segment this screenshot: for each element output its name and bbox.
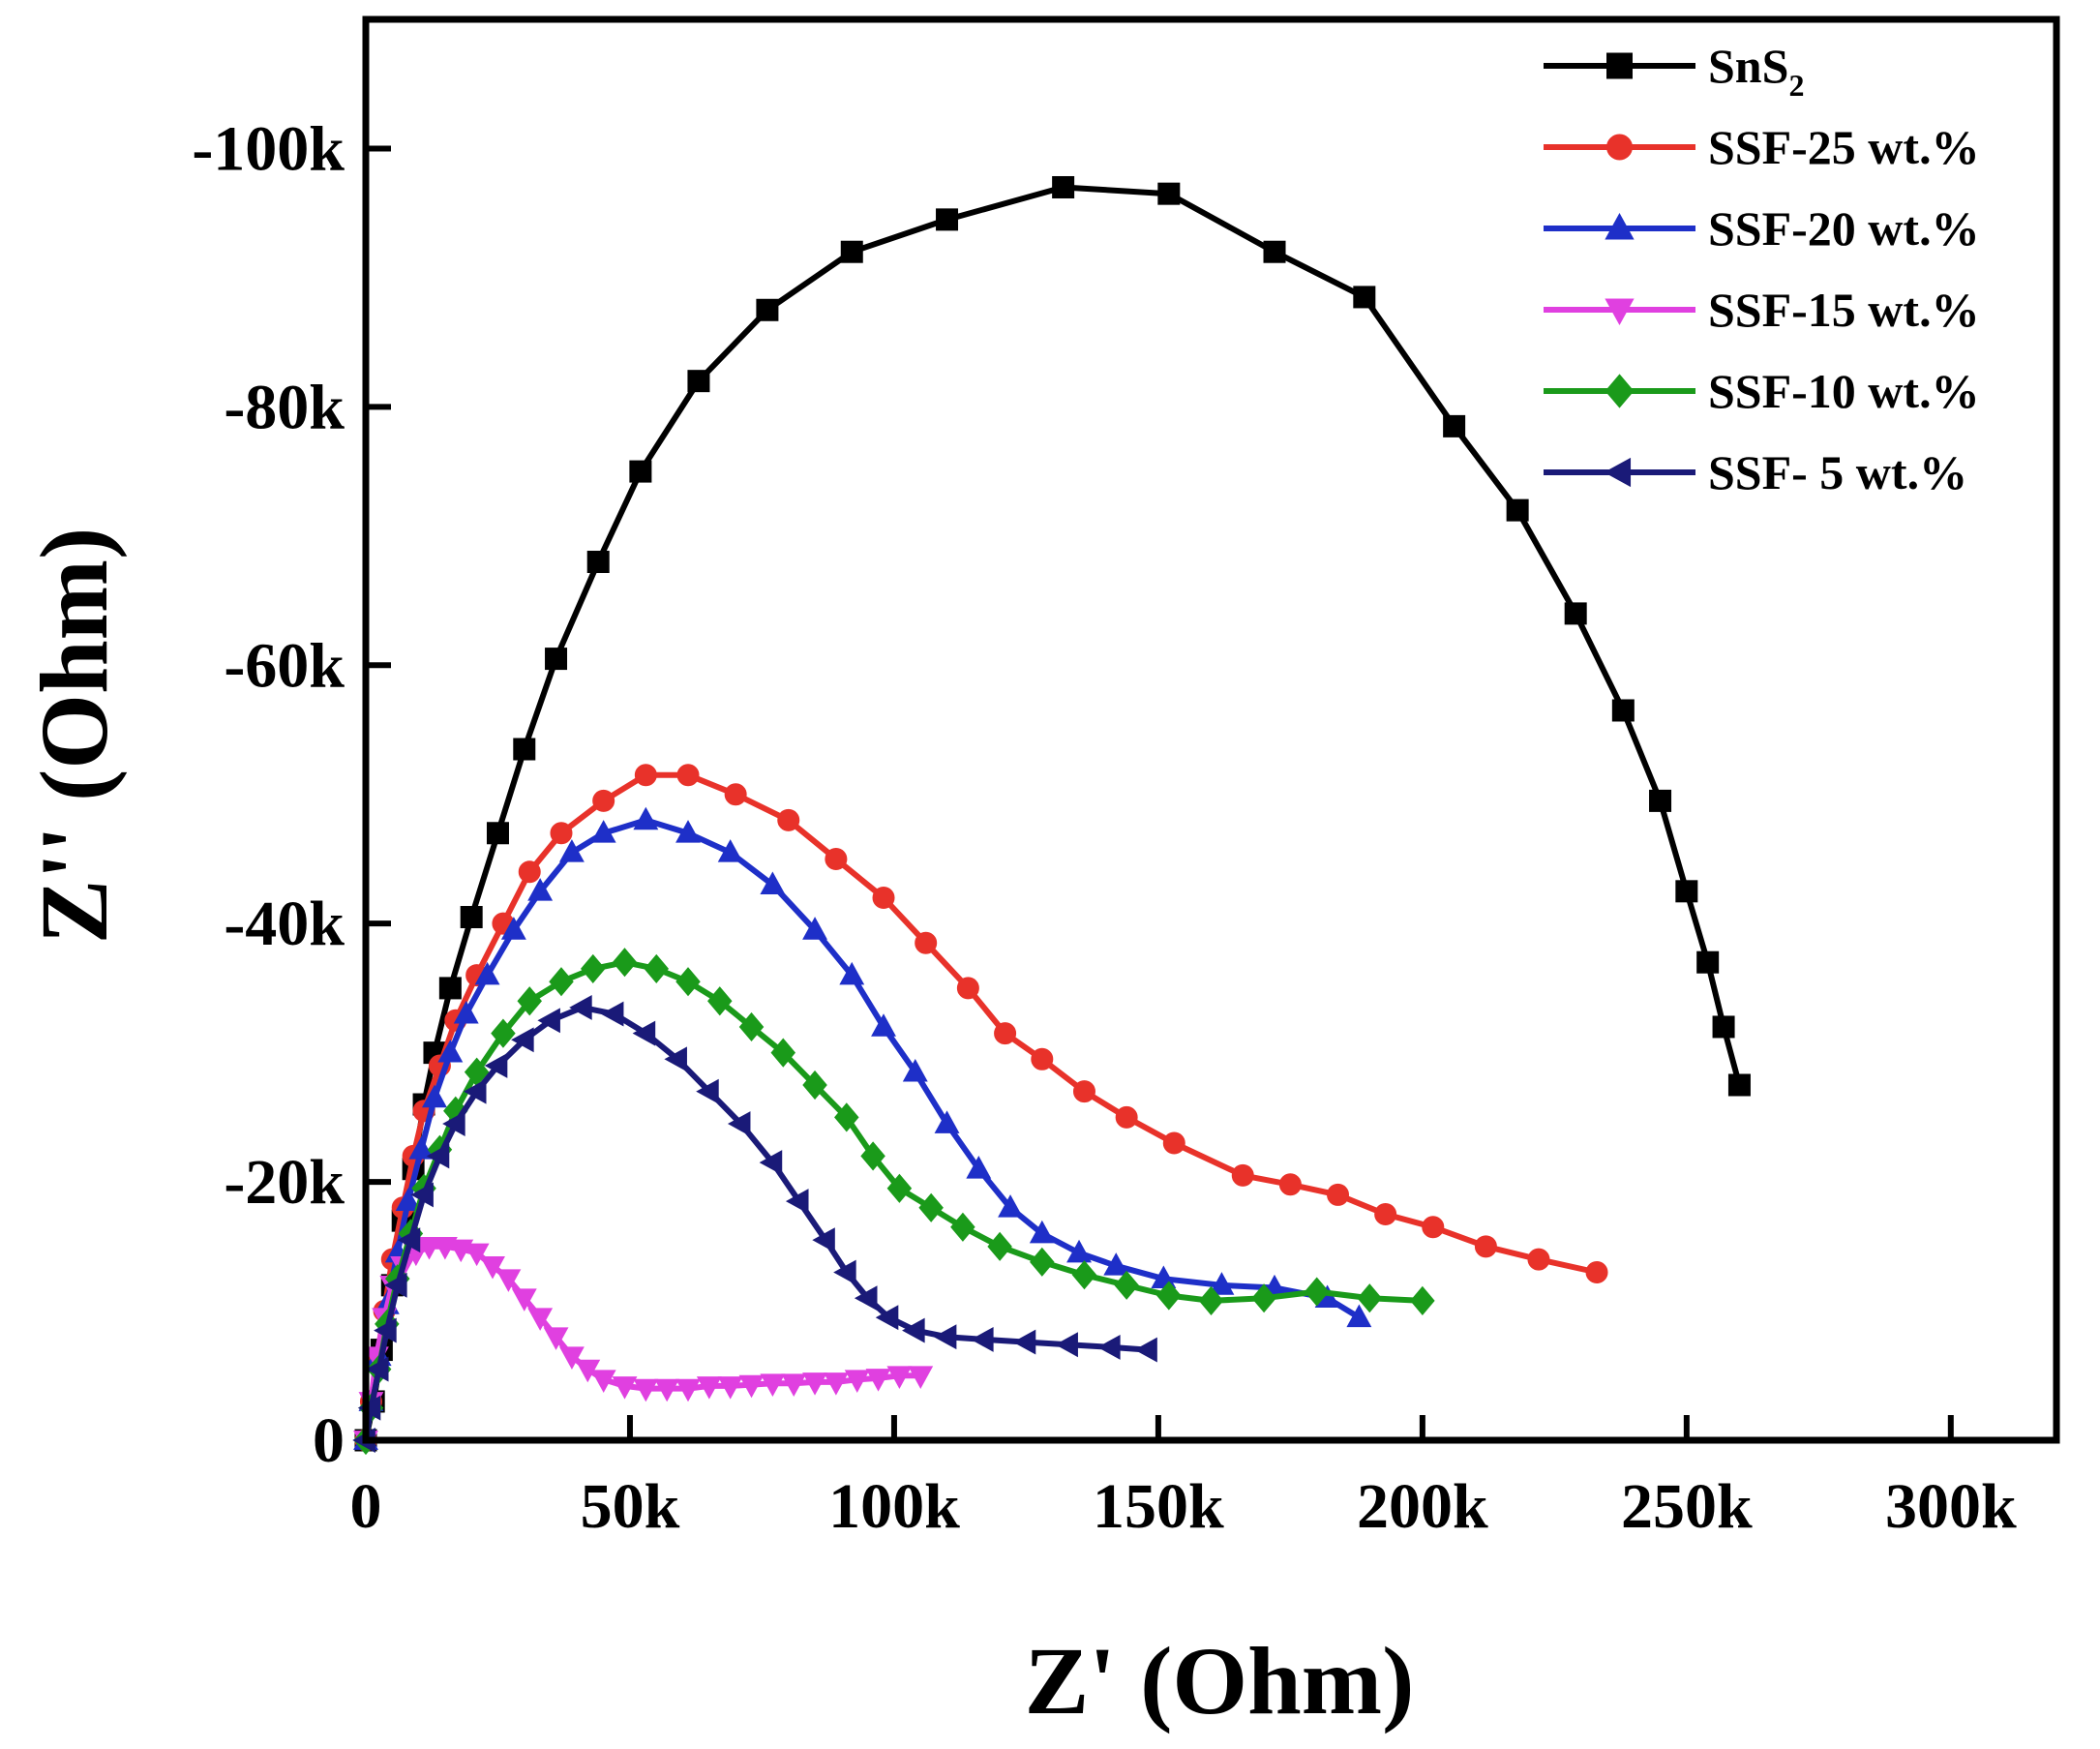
data-point: [1676, 881, 1697, 902]
data-point: [1650, 790, 1671, 811]
legend-marker: [1607, 135, 1633, 160]
legend-label-subscript: 2: [1788, 68, 1804, 103]
y-tick-label: -80k: [224, 372, 345, 442]
x-tick-label: 50k: [581, 1471, 680, 1542]
data-point: [514, 739, 535, 760]
data-point: [725, 784, 746, 805]
data-point: [1697, 951, 1719, 973]
data-point: [957, 978, 978, 999]
data-point: [1423, 1217, 1444, 1238]
data-point: [1073, 1081, 1095, 1102]
data-point: [1586, 1262, 1607, 1283]
data-point: [915, 932, 937, 953]
data-point: [630, 461, 651, 482]
data-point: [1032, 1048, 1053, 1070]
legend-label: SSF-10 wt.%: [1708, 364, 1980, 418]
data-point: [1328, 1184, 1349, 1205]
data-point: [1264, 241, 1285, 262]
data-point: [593, 790, 615, 811]
chart: 0 50k 100k 150k 200k 250k 300k 0 -20k -40k -60k -80…: [0, 0, 2100, 1749]
y-tick-label: -20k: [224, 1147, 345, 1218]
data-point: [1444, 415, 1465, 437]
legend-marker: [1607, 53, 1633, 78]
y-axis-title: Z'' (Ohm): [20, 528, 128, 945]
data-point: [1728, 1074, 1750, 1096]
y-tick-label: 0: [313, 1405, 345, 1476]
data-point: [1528, 1249, 1549, 1270]
data-point: [1116, 1106, 1137, 1128]
x-tick-label: 100k: [828, 1471, 960, 1542]
legend-label: SSF-20 wt.%: [1708, 201, 1980, 256]
data-point: [1565, 603, 1586, 624]
data-point: [841, 241, 862, 262]
data-point: [1375, 1203, 1396, 1224]
data-point: [995, 1023, 1016, 1044]
data-point: [1158, 183, 1180, 204]
data-point: [546, 648, 567, 670]
data-point: [587, 552, 609, 573]
y-tick-label: -100k: [192, 113, 345, 184]
data-point: [635, 765, 656, 786]
data-point: [873, 887, 894, 908]
legend-label: SSF- 5 wt.%: [1708, 445, 1967, 499]
data-point: [757, 299, 778, 320]
legend-label: SSF-25 wt.%: [1708, 120, 1980, 174]
data-point: [1279, 1174, 1301, 1195]
data-point: [688, 371, 709, 392]
x-tick-label: 150k: [1093, 1471, 1224, 1542]
data-point: [1163, 1132, 1185, 1154]
data-point: [825, 848, 847, 869]
data-point: [677, 765, 699, 786]
x-tick-label: 200k: [1357, 1471, 1488, 1542]
data-point: [937, 209, 958, 230]
data-point: [1475, 1236, 1496, 1257]
x-tick-label: 0: [350, 1471, 382, 1542]
y-tick-label: -60k: [224, 630, 345, 701]
data-point: [1612, 700, 1634, 721]
data-point: [1232, 1164, 1253, 1186]
legend-label: SSF-15 wt.%: [1708, 283, 1980, 337]
data-point: [778, 809, 799, 830]
chart-background: [0, 0, 2100, 1749]
x-tick-label: 250k: [1621, 1471, 1753, 1542]
data-point: [487, 823, 508, 844]
data-point: [1053, 176, 1074, 197]
x-tick-label: 300k: [1885, 1471, 2017, 1542]
x-axis-title: Z' (Ohm): [1025, 1627, 1415, 1734]
data-point: [1354, 286, 1375, 308]
data-point: [519, 861, 540, 883]
y-tick-label: -40k: [224, 889, 345, 959]
data-point: [1713, 1016, 1734, 1038]
data-point: [439, 978, 461, 999]
data-point: [551, 823, 572, 844]
data-point: [461, 907, 482, 928]
data-point: [1507, 499, 1528, 521]
